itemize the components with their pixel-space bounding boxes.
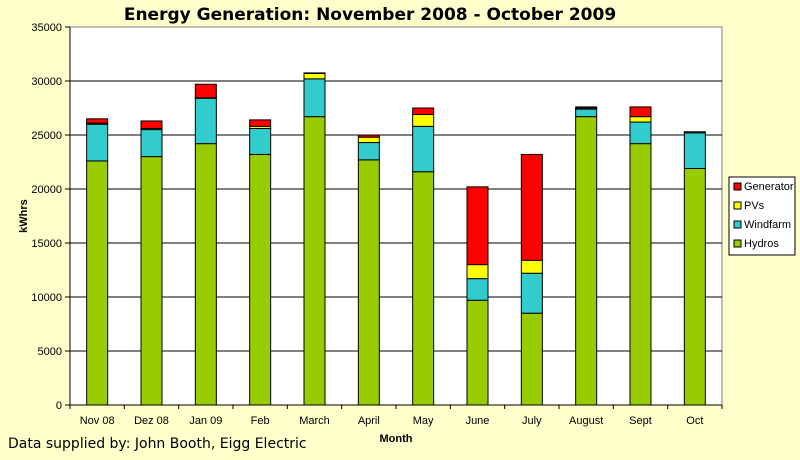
x-tick-label: Nov 08	[80, 415, 115, 427]
bar-stack-april	[357, 134, 380, 406]
y-tick-label: 25000	[31, 130, 62, 142]
y-axis-label: kWhrs	[18, 199, 30, 233]
bar-segment-generator	[194, 83, 217, 99]
bar-segment-generator	[629, 106, 652, 118]
x-axis-label: Month	[380, 433, 413, 445]
bar-segment-hydros	[412, 171, 435, 406]
bar-stack-jan-09	[194, 83, 217, 406]
gridlines	[70, 80, 722, 352]
y-tick-label: 30000	[31, 76, 62, 88]
bar-segment-windfarm	[357, 142, 380, 161]
bar-segment-windfarm	[466, 278, 489, 301]
bar-segment-generator	[412, 107, 435, 115]
legend-label-generator: Generator	[744, 181, 794, 193]
bar-segment-pvs	[357, 136, 380, 144]
bar-stack-may	[412, 107, 435, 406]
bar-stack-march	[303, 72, 326, 406]
bar-segment-generator	[249, 119, 272, 127]
chart-title: Energy Generation: November 2008 - Octob…	[124, 5, 616, 25]
bar-segment-pvs	[683, 131, 706, 134]
bar-segment-windfarm	[412, 125, 435, 173]
bar-segment-hydros	[575, 116, 598, 406]
bar-stack-sept	[629, 106, 652, 406]
legend: Generator PVs Windfarm Hydros	[728, 176, 796, 256]
x-axis: Nov 08 Dez 08 Jan 09 Feb March April May June Ju…	[69, 404, 723, 427]
legend-swatch-windfarm	[733, 220, 742, 229]
bar-stack-nov-08	[86, 118, 109, 406]
bar-segment-windfarm	[303, 78, 326, 118]
bar-segment-hydros	[140, 156, 163, 406]
bar-segment-pvs	[629, 116, 652, 123]
bar-segment-generator	[520, 153, 543, 261]
x-tick-label: Jan 09	[189, 415, 222, 427]
bar-segment-windfarm	[520, 272, 543, 314]
y-tick-label: 10000	[31, 292, 62, 304]
bar-segment-windfarm	[249, 128, 272, 155]
bars	[86, 72, 706, 406]
x-tick-label: April	[358, 415, 380, 427]
bar-segment-hydros	[249, 153, 272, 406]
legend-swatch-generator	[733, 182, 742, 191]
bar-stack-july	[520, 153, 543, 406]
bar-segment-windfarm	[683, 132, 706, 169]
plot-area	[69, 26, 723, 406]
bar-segment-pvs	[303, 72, 326, 80]
bar-segment-windfarm	[629, 121, 652, 145]
y-tick-label: 15000	[31, 238, 62, 250]
bar-segment-hydros	[86, 160, 109, 406]
x-tick-label: May	[413, 415, 434, 427]
x-tick-label: Sept	[629, 415, 652, 427]
legend-swatch-pvs	[733, 201, 742, 210]
legend-label-windfarm: Windfarm	[744, 219, 791, 231]
bar-segment-hydros	[357, 159, 380, 406]
bar-segment-windfarm	[575, 108, 598, 118]
bar-segment-generator	[303, 72, 326, 74]
bar-segment-generator	[466, 186, 489, 266]
bar-segment-generator	[357, 134, 380, 138]
legend-swatch-hydros	[733, 239, 742, 248]
bar-segment-hydros	[466, 299, 489, 406]
bar-stack-feb	[249, 119, 272, 406]
bar-stack-oct	[683, 131, 706, 406]
y-tick-label: 35000	[31, 22, 62, 34]
y-axis: 0 5000 10000 15000 20000 25000 30000 35000	[31, 22, 71, 412]
data-source-footer: Data supplied by: John Booth, Eigg Elect…	[8, 436, 307, 452]
bar-segment-hydros	[629, 143, 652, 406]
y-tick-label: 0	[56, 400, 62, 412]
x-tick-label: July	[522, 415, 542, 427]
bar-segment-windfarm	[86, 123, 109, 162]
bar-stack-dez-08	[140, 120, 163, 406]
bar-segment-hydros	[194, 143, 217, 406]
x-tick-label: Feb	[251, 415, 270, 427]
bar-segment-windfarm	[140, 129, 163, 158]
x-tick-label: August	[569, 415, 603, 427]
legend-label-pvs: PVs	[744, 200, 765, 212]
bar-segment-windfarm	[194, 97, 217, 145]
y-tick-label: 5000	[38, 346, 62, 358]
x-tick-label: Dez 08	[134, 415, 169, 427]
x-tick-label: Oct	[686, 415, 703, 427]
y-tick-label: 20000	[31, 184, 62, 196]
bar-segment-generator	[140, 120, 163, 130]
bar-segment-pvs	[412, 113, 435, 127]
bar-segment-hydros	[303, 116, 326, 406]
bar-segment-hydros	[520, 312, 543, 406]
bar-segment-generator	[86, 118, 109, 124]
bar-segment-hydros	[683, 167, 706, 406]
bar-segment-pvs	[520, 259, 543, 274]
x-tick-label: March	[299, 415, 330, 427]
bar-segment-generator	[575, 106, 598, 109]
x-tick-label: June	[466, 415, 490, 427]
legend-label-hydros: Hydros	[744, 238, 779, 250]
bar-stack-june	[466, 186, 489, 406]
bar-stack-august	[575, 106, 598, 406]
bar-segment-pvs	[466, 264, 489, 280]
